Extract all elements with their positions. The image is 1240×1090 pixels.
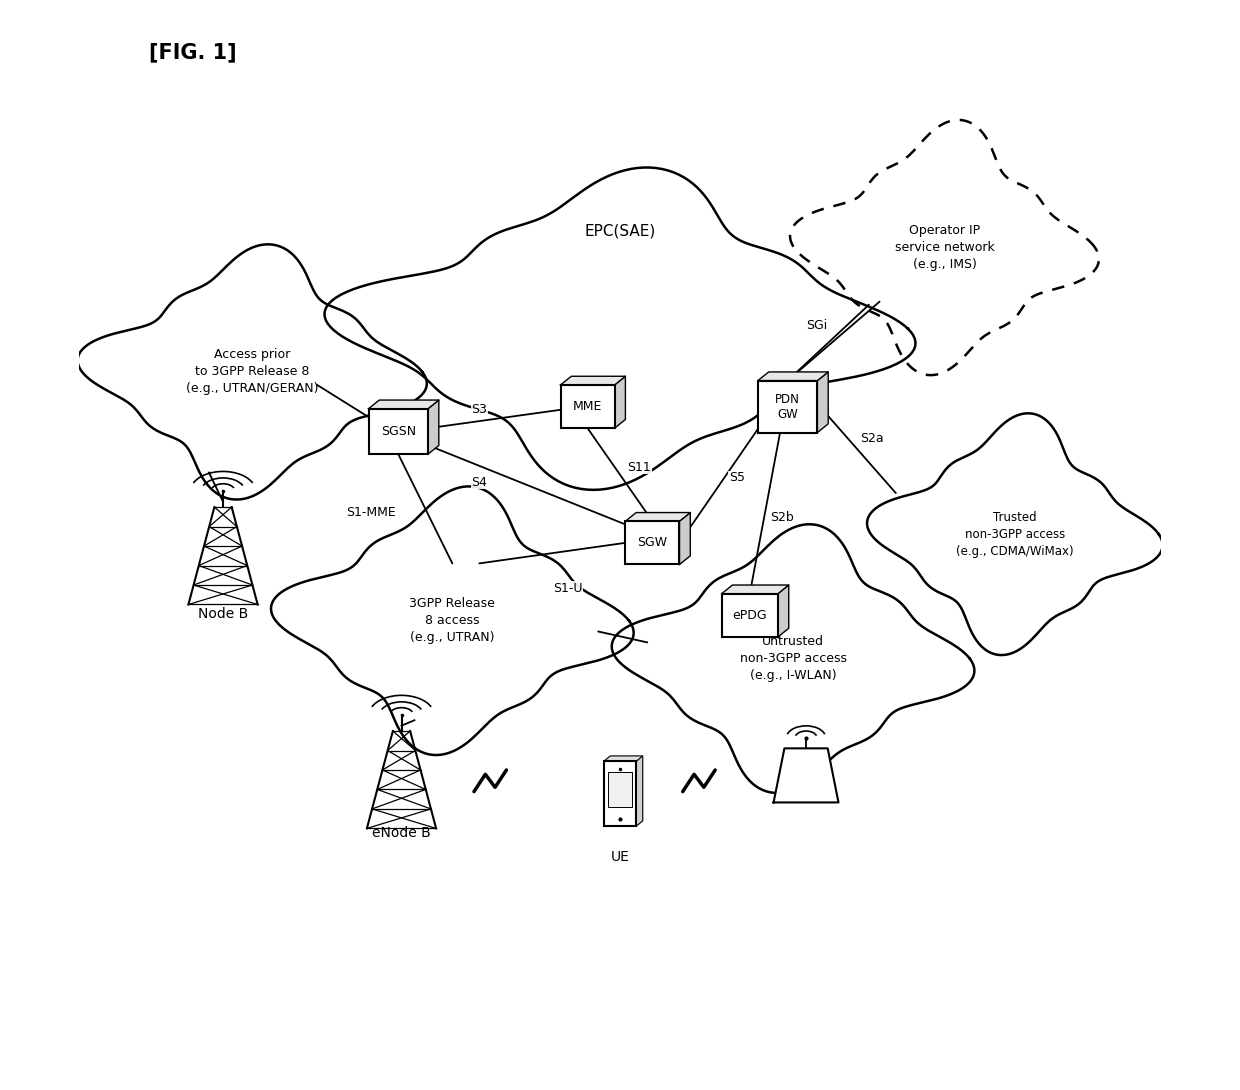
Polygon shape xyxy=(722,585,789,594)
Polygon shape xyxy=(817,372,828,433)
Polygon shape xyxy=(774,749,838,802)
Text: UE: UE xyxy=(610,850,630,864)
Bar xyxy=(625,521,680,565)
Text: S2a: S2a xyxy=(861,433,884,446)
Polygon shape xyxy=(636,756,642,826)
Polygon shape xyxy=(867,413,1163,655)
Text: SGW: SGW xyxy=(637,536,667,549)
Text: eNode B: eNode B xyxy=(372,826,430,840)
Text: [FIG. 1]: [FIG. 1] xyxy=(150,43,237,62)
Bar xyxy=(604,761,636,826)
Polygon shape xyxy=(625,512,691,521)
Text: SGi: SGi xyxy=(806,319,827,332)
Text: Access prior
to 3GPP Release 8
(e.g., UTRAN/GERAN): Access prior to 3GPP Release 8 (e.g., UT… xyxy=(186,349,319,396)
Text: S3: S3 xyxy=(471,403,487,416)
Polygon shape xyxy=(560,376,625,385)
Text: Node B: Node B xyxy=(198,607,248,620)
Text: Operator IP
service network
(e.g., IMS): Operator IP service network (e.g., IMS) xyxy=(894,225,994,271)
Polygon shape xyxy=(615,376,625,428)
Polygon shape xyxy=(777,585,789,637)
Text: EPC(SAE): EPC(SAE) xyxy=(584,223,656,239)
Bar xyxy=(758,380,817,433)
Polygon shape xyxy=(680,512,691,565)
Text: Untrusted
non-3GPP access
(e.g., I-WLAN): Untrusted non-3GPP access (e.g., I-WLAN) xyxy=(739,635,847,682)
Text: S1-U: S1-U xyxy=(553,582,583,595)
Polygon shape xyxy=(611,524,975,792)
Polygon shape xyxy=(758,372,828,380)
Text: S1-MME: S1-MME xyxy=(346,506,396,519)
Text: 3GPP Release
8 access
(e.g., UTRAN): 3GPP Release 8 access (e.g., UTRAN) xyxy=(409,597,495,644)
Bar xyxy=(368,409,428,455)
Text: PDN
GW: PDN GW xyxy=(775,392,800,421)
Polygon shape xyxy=(272,486,634,755)
Polygon shape xyxy=(368,400,439,409)
Polygon shape xyxy=(790,120,1099,375)
Text: S11: S11 xyxy=(627,461,651,474)
Text: S4: S4 xyxy=(471,475,487,488)
Text: S2b: S2b xyxy=(770,511,794,524)
Text: Trusted
non-3GPP access
(e.g., CDMA/WiMax): Trusted non-3GPP access (e.g., CDMA/WiMa… xyxy=(956,511,1074,558)
Polygon shape xyxy=(428,400,439,455)
Polygon shape xyxy=(604,756,642,761)
Bar xyxy=(722,594,777,637)
Text: SGSN: SGSN xyxy=(381,425,415,438)
Text: MME: MME xyxy=(573,400,603,413)
Bar xyxy=(560,385,615,428)
Bar xyxy=(608,772,632,808)
Polygon shape xyxy=(325,168,915,489)
Text: ePDG: ePDG xyxy=(733,609,768,621)
Text: S5: S5 xyxy=(729,472,745,484)
Polygon shape xyxy=(78,244,427,499)
